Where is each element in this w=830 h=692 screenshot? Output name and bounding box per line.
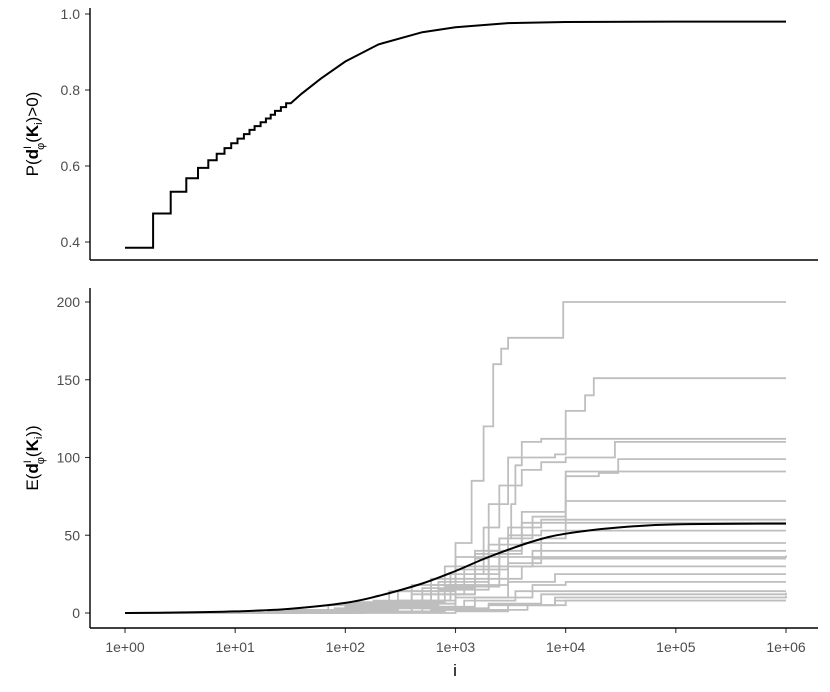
bottom-y-tick-label: 50 [64, 527, 80, 543]
replicate-line [125, 599, 786, 614]
bottom-y-axis-title: E(dIφ(Ki)) [22, 425, 47, 490]
bottom-y-tick-label: 0 [72, 605, 80, 621]
bottom-y-tick-label: 100 [57, 450, 81, 466]
mean-line [124, 522, 787, 614]
replicate-line [125, 565, 786, 614]
x-axis-title: i [453, 661, 457, 680]
replicate-line [125, 590, 786, 614]
bottom-x-ticks: 1e+00 1e+01 1e+02 1e+03 1e+04 1e+05 1e+06 [105, 628, 806, 655]
replicate-line [125, 581, 786, 614]
replicate-line [125, 573, 786, 614]
top-series-group [125, 20, 786, 249]
bottom-x-tick-label: 1e+04 [546, 639, 586, 655]
bottom-x-tick-label: 1e+06 [766, 639, 806, 655]
top-y-tick-label: 0.4 [61, 234, 81, 250]
top-y-ticks: 0.4 0.6 0.8 1.0 [61, 6, 90, 250]
bottom-x-tick-label: 1e+05 [656, 639, 696, 655]
bottom-x-tick-label: 1e+01 [216, 639, 256, 655]
replicate-lines-group [125, 301, 787, 614]
top-y-axis-title: P(dIφ(Ki)>0) [22, 92, 47, 177]
bottom-y-ticks: 0 50 100 150 200 [57, 294, 90, 621]
mean-line-group [124, 522, 787, 614]
top-y-tick-label: 1.0 [61, 6, 81, 22]
top-y-tick-label: 0.8 [61, 82, 81, 98]
bottom-y-tick-label: 200 [57, 294, 81, 310]
top-panel: 0.4 0.6 0.8 1.0 P(dIφ(Ki)>0) [22, 6, 818, 261]
top-y-tick-label: 0.6 [61, 158, 81, 174]
bottom-x-tick-label: 1e+03 [436, 639, 476, 655]
bottom-x-tick-label: 1e+02 [326, 639, 366, 655]
bottom-y-tick-label: 150 [57, 372, 81, 388]
bottom-x-tick-label: 1e+00 [105, 639, 145, 655]
top-probability-line [125, 20, 786, 249]
